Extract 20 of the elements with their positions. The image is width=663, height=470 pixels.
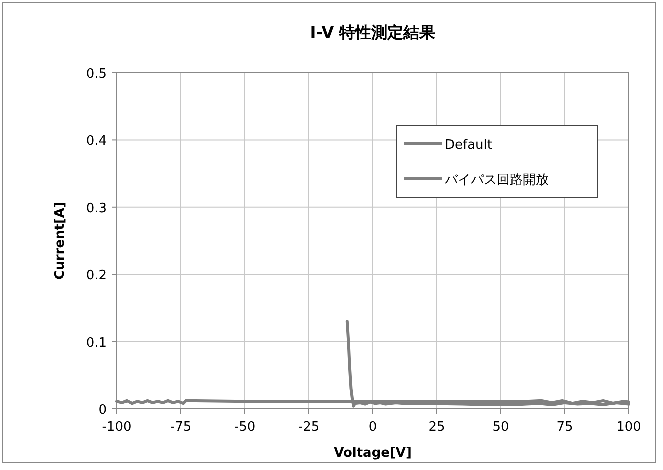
x-tick-label: -75: [170, 420, 192, 435]
y-tick-label: 0.3: [86, 201, 107, 216]
legend-label: バイパス回路開放: [444, 173, 549, 188]
y-axis-title: Current[A]: [53, 202, 68, 280]
x-tick-label: 75: [556, 420, 574, 435]
legend-label: Default: [445, 138, 492, 153]
y-tick-label: 0: [98, 403, 107, 418]
x-tick-label: 25: [428, 420, 446, 435]
x-tick-label: -50: [234, 420, 256, 435]
y-tick-label: 0.2: [86, 268, 107, 284]
y-tick-label: 0.1: [86, 336, 107, 351]
y-tick-label: 0.4: [86, 134, 107, 150]
y-tick-label: 0.5: [86, 67, 107, 82]
chart-title: I-V 特性測定結果: [310, 23, 437, 42]
x-tick-label: 0: [368, 420, 378, 435]
x-tick-label: 50: [492, 420, 510, 435]
x-tick-label: 100: [616, 420, 642, 435]
x-tick-label: -100: [102, 420, 132, 435]
x-tick-label: -25: [298, 420, 320, 435]
x-axis-title: Voltage[V]: [334, 446, 412, 461]
